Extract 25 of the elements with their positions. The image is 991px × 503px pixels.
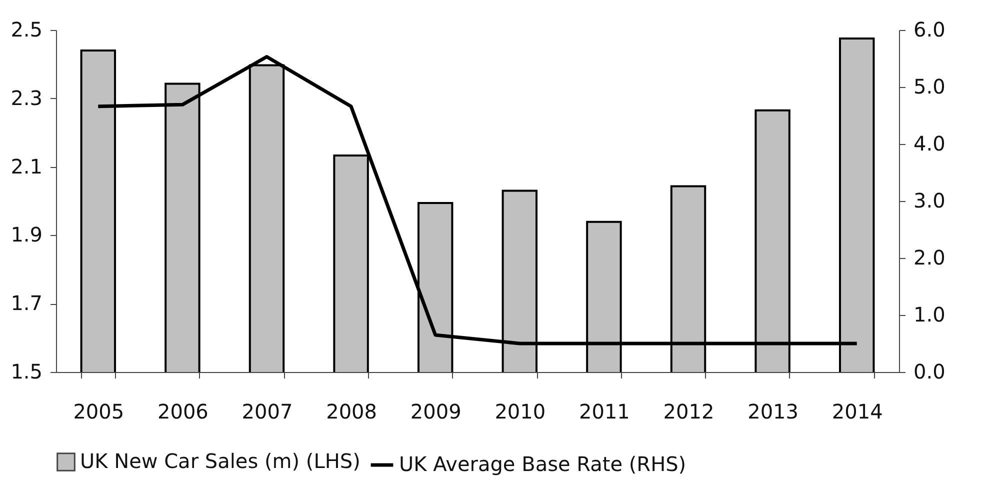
x-tick-label: 2014 [832, 400, 883, 424]
x-tick-label: 2013 [748, 400, 799, 424]
y-tick-label: 1.5 [10, 360, 42, 384]
y2-tick-label: 1.0 [914, 302, 946, 326]
x-tick-label: 2006 [157, 400, 208, 424]
y-tick-label: 1.9 [10, 222, 42, 247]
y2-tick-label: 2.0 [914, 246, 946, 270]
y2-tick-label: 4.0 [914, 132, 946, 156]
y2-tick-label: 6.0 [914, 18, 946, 42]
legend-label: UK Average Base Rate (RHS) [399, 452, 686, 476]
y-tick-label: 2.1 [10, 154, 42, 178]
x-tick-label: 2012 [663, 400, 714, 424]
y2-tick-label: 5.0 [914, 74, 946, 98]
x-tick-label: 2010 [494, 400, 546, 424]
x-tick-label: 2011 [578, 400, 630, 424]
x-tick-label: 2007 [242, 400, 293, 424]
y2-tick-label: 3.0 [914, 188, 946, 212]
x-tick-label: 2005 [73, 400, 124, 424]
x-tick-label: 2009 [410, 400, 462, 424]
y-tick-label: 2.3 [10, 86, 42, 110]
y2-tick-label: 0.0 [914, 360, 946, 384]
x-tick-label: 2008 [326, 400, 378, 424]
y-tick-label: 1.7 [10, 291, 42, 316]
legend-label: UK New Car Sales (m) (LHS) [80, 449, 360, 473]
y-tick-label: 2.5 [10, 18, 42, 42]
